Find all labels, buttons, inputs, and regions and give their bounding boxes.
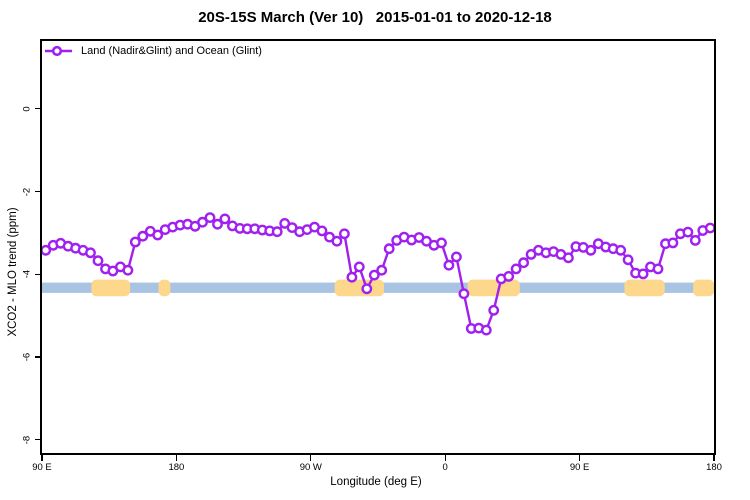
y-tick-mark [34, 356, 40, 358]
series-point [271, 226, 283, 238]
x-tick-mark [175, 455, 177, 461]
x-tick-label: 90 E [569, 462, 590, 473]
series-point [383, 243, 395, 255]
series-point [137, 230, 149, 242]
series-point [316, 225, 328, 237]
series-point [480, 324, 492, 336]
series-point [458, 288, 470, 300]
series-point [219, 213, 231, 225]
x-tick-mark [41, 455, 43, 461]
y-tick-mark [34, 439, 40, 441]
land-band-segment [467, 279, 520, 297]
plot-area [40, 39, 716, 455]
y-axis-title: XCO2 - MLO trend (ppm) [7, 207, 19, 337]
x-tick-label: 0 [442, 462, 448, 473]
y-tick-mark [34, 273, 40, 275]
x-tick-label: 180 [168, 462, 185, 473]
series-point [129, 236, 141, 248]
x-tick-mark [444, 455, 446, 461]
data-series-svg [42, 212, 714, 336]
series-point [436, 237, 447, 249]
series-point [585, 244, 597, 256]
series-point [368, 269, 380, 281]
series-point [376, 264, 388, 276]
x-axis-title: Longitude (deg E) [330, 476, 422, 488]
x-tick-mark [310, 455, 312, 461]
land-band-segment [334, 279, 384, 297]
x-tick-mark [713, 455, 715, 461]
series-point [615, 244, 627, 256]
legend: Land (Nadir&Glint) and Ocean (Glint) [45, 45, 262, 57]
series-point [652, 263, 664, 275]
land-band-segment [158, 279, 171, 297]
y-tick-mark [34, 190, 40, 193]
y-tick-label: -4 [21, 270, 33, 279]
x-tick-label: 90 E [32, 462, 52, 473]
series-point [42, 244, 52, 256]
series-point [503, 270, 515, 282]
series-point [92, 255, 104, 267]
series-point [212, 218, 223, 230]
series-point [338, 228, 350, 240]
series-point [682, 226, 694, 238]
y-tick-mark [34, 108, 40, 110]
x-tick-mark [579, 455, 581, 461]
y-tick-label: 0 [21, 106, 33, 112]
series-point [361, 283, 373, 295]
series-point [152, 229, 164, 241]
series-point [622, 254, 634, 266]
series-point [488, 304, 500, 316]
series-point [510, 263, 522, 275]
y-tick-label: -2 [21, 187, 33, 196]
series-point [197, 216, 208, 228]
series-point [667, 237, 679, 249]
series-point [346, 271, 358, 283]
series-point [689, 234, 701, 246]
series-point [443, 259, 455, 271]
series-point [637, 268, 649, 280]
series-point [450, 251, 462, 263]
legend-marker-icon [45, 45, 72, 57]
land-band-segment [693, 279, 714, 297]
series-point [518, 257, 529, 269]
series-point [331, 235, 343, 247]
x-tick-label: 90 W [299, 462, 322, 473]
series-point [704, 222, 714, 234]
series-point [563, 252, 574, 264]
series-point [85, 247, 96, 259]
y-tick-label: -6 [21, 352, 33, 362]
land-band-segment [624, 279, 665, 297]
series-point [122, 264, 134, 276]
series-point [353, 261, 365, 273]
series-point [204, 212, 216, 224]
land-band-segment [91, 279, 131, 297]
y-tick-label: -8 [21, 435, 33, 444]
legend-label: Land (Nadir&Glint) and Ocean (Glint) [81, 45, 262, 57]
chart-title: 20S-15S March (Ver 10) 2015-01-01 to 202… [198, 9, 552, 26]
x-tick-label: 180 [706, 462, 722, 473]
